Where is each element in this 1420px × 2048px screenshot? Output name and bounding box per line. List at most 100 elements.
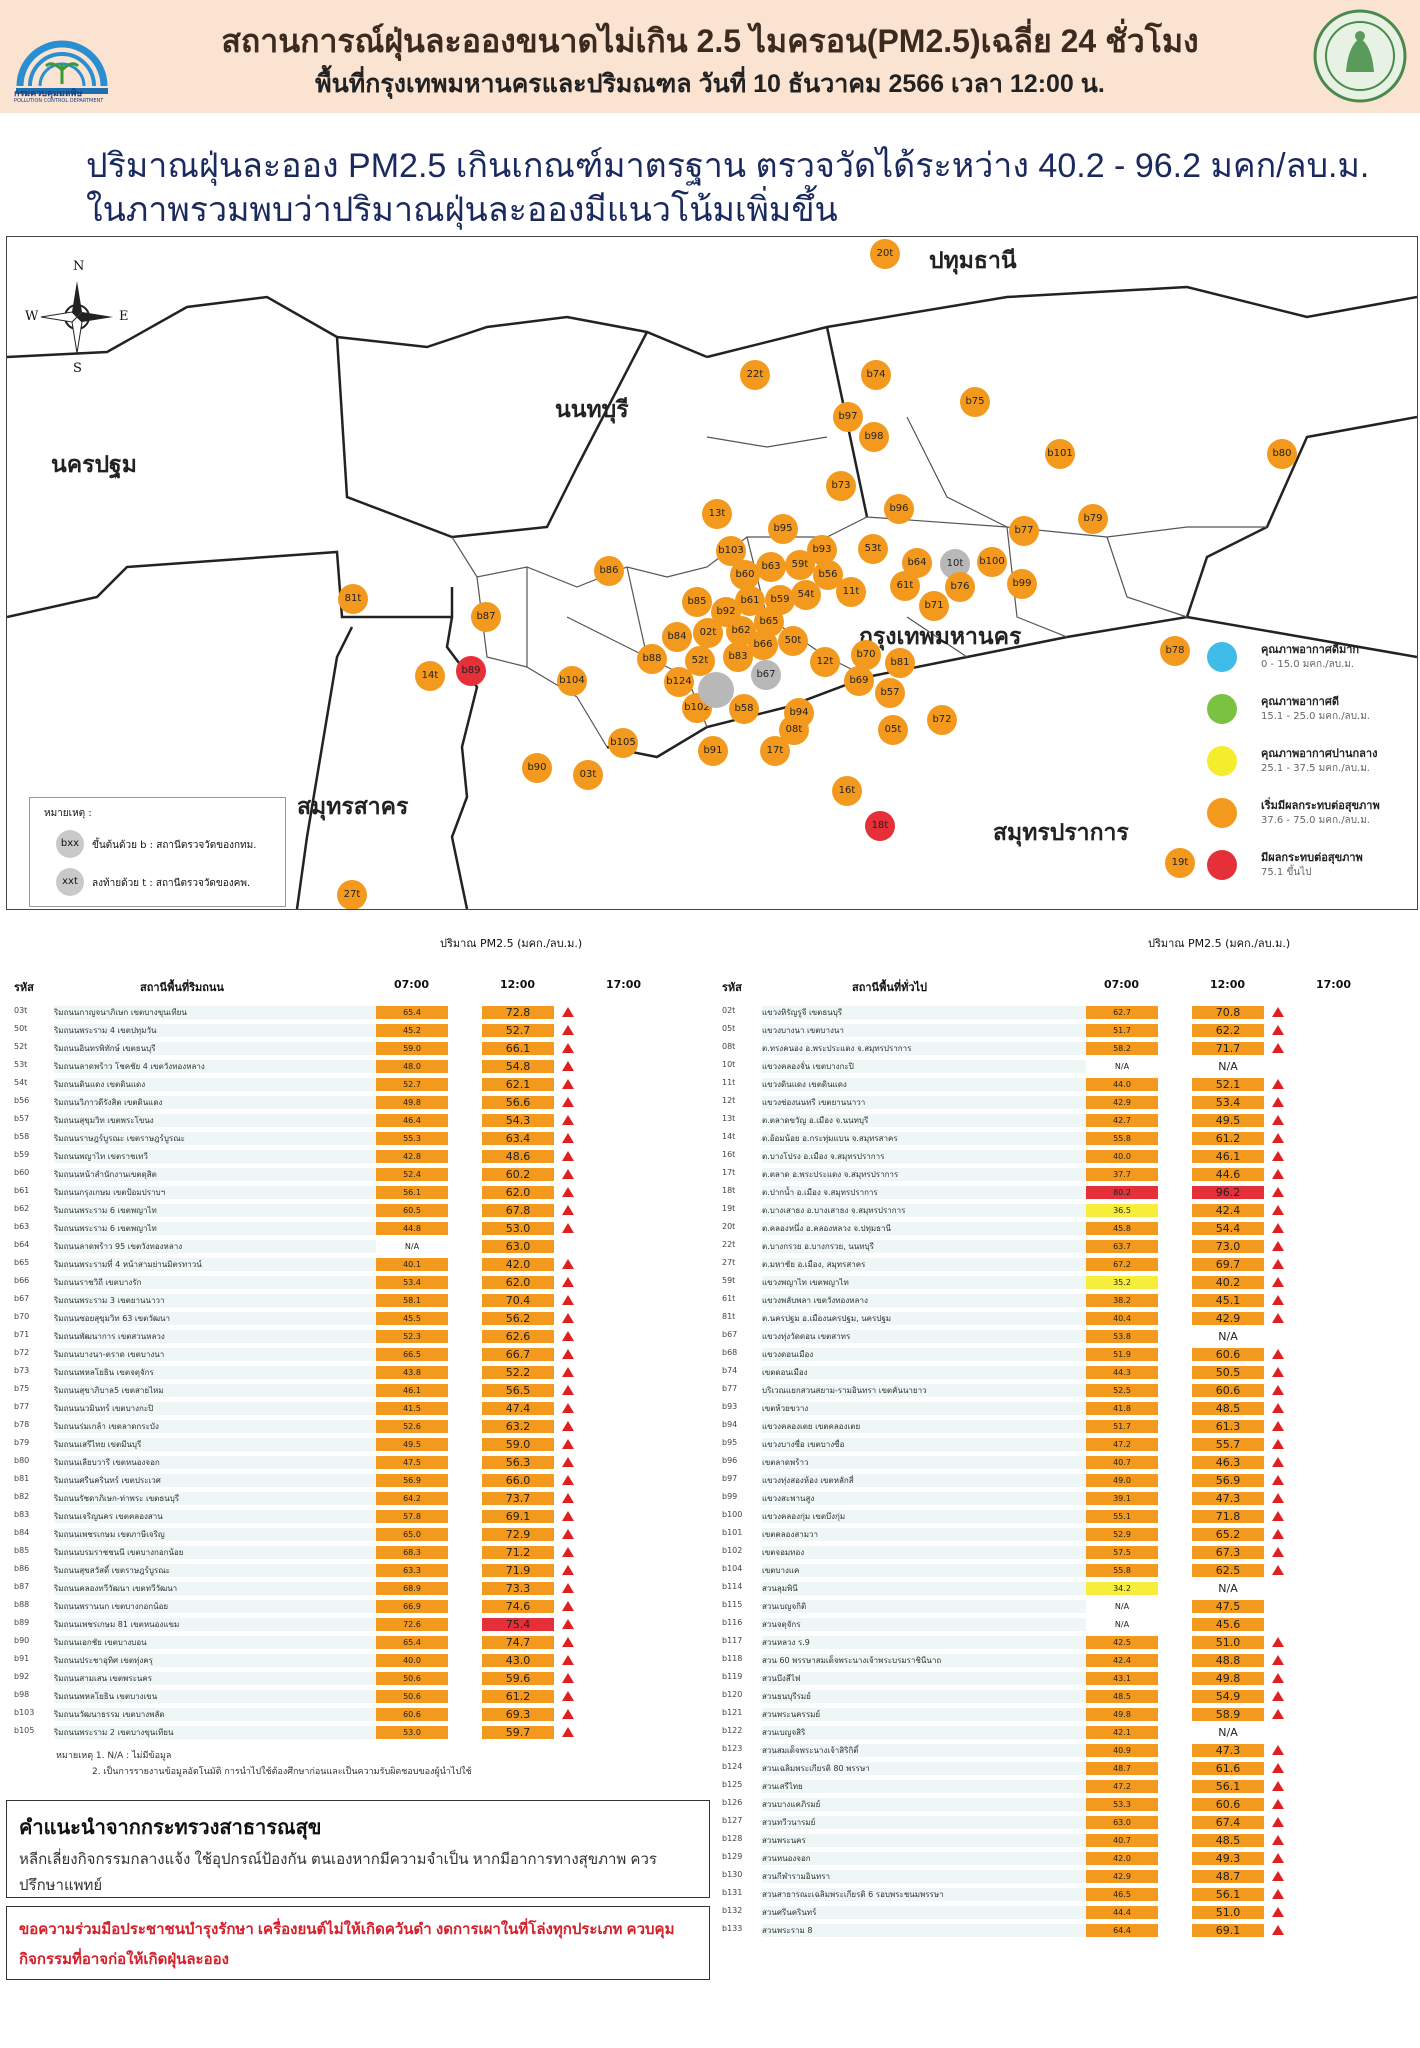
station-marker[interactable]: b98	[859, 422, 889, 452]
value-0700: 52.4	[376, 1168, 448, 1181]
table-row: b84 ริมถนนเพชรเกษม เขตภาษีเจริญ 65.0 72.9	[14, 1528, 714, 1542]
value-1200: 61.3	[1192, 1420, 1264, 1433]
table-row: b57 ริมถนนสุขุมวิท เขตพระโขนง 46.4 54.3	[14, 1114, 714, 1128]
value-0700: 41.8	[1086, 1402, 1158, 1415]
station-marker[interactable]: b79	[1078, 504, 1108, 534]
station-marker[interactable]: b69	[844, 666, 874, 696]
value-1200: 49.5	[1192, 1114, 1264, 1127]
map-boundaries	[7, 285, 1417, 909]
station-code: b77	[14, 1402, 30, 1411]
station-marker[interactable]: b74	[861, 360, 891, 390]
value-0700: 53.8	[1086, 1330, 1158, 1343]
station-code: b70	[14, 1312, 30, 1321]
table-row: b101 เขตคลองสามวา 52.9 65.2	[722, 1528, 1420, 1542]
station-marker[interactable]: b60	[730, 560, 760, 590]
station-marker[interactable]: b95	[768, 514, 798, 544]
station-marker[interactable]: 61t	[890, 571, 920, 601]
station-marker[interactable]: 03t	[573, 760, 603, 790]
station-marker[interactable]: b90	[522, 753, 552, 783]
station-marker[interactable]: b104	[557, 666, 587, 696]
value-0700: 46.1	[376, 1384, 448, 1397]
station-marker[interactable]: 13t	[702, 499, 732, 529]
station-name: สวนพระราม 8	[762, 1924, 1092, 1937]
trend-up-icon	[562, 1367, 574, 1377]
value-0700: 40.0	[376, 1654, 448, 1667]
station-code: b117	[722, 1636, 743, 1645]
station-marker[interactable]: 20t	[870, 239, 900, 269]
station-marker[interactable]: b57	[875, 678, 905, 708]
station-marker[interactable]: 81t	[338, 584, 368, 614]
station-marker[interactable]: 59t	[785, 550, 815, 580]
station-marker[interactable]: 12t	[810, 647, 840, 677]
station-code: b89	[14, 1618, 30, 1627]
station-marker[interactable]	[698, 672, 734, 708]
station-marker[interactable]: b89	[456, 656, 486, 686]
station-marker[interactable]: b63	[756, 552, 786, 582]
station-marker[interactable]: b78	[1160, 636, 1190, 666]
station-marker[interactable]: 11t	[836, 577, 866, 607]
station-marker[interactable]: b84	[662, 622, 692, 652]
station-marker[interactable]: 17t	[760, 736, 790, 766]
station-marker[interactable]: b80	[1267, 439, 1297, 469]
station-code: 05t	[722, 1024, 736, 1033]
value-0700: 42.9	[1086, 1096, 1158, 1109]
station-marker[interactable]: b88	[637, 644, 667, 674]
station-marker[interactable]: 27t	[337, 880, 367, 909]
station-marker[interactable]: b87	[471, 602, 501, 632]
value-1200: 56.6	[482, 1096, 554, 1109]
station-code: b90	[14, 1636, 30, 1645]
station-marker[interactable]: b75	[960, 387, 990, 417]
table-row: 54t ริมถนนดินแดง เขตดินแดง 52.7 62.1	[14, 1078, 714, 1092]
station-marker[interactable]: b86	[594, 556, 624, 586]
value-1200: 51.0	[1192, 1906, 1264, 1919]
station-marker[interactable]: b96	[884, 494, 914, 524]
station-name: แขวงคลองจั่น เขตบางกะปิ	[762, 1060, 1092, 1073]
station-marker[interactable]: 05t	[878, 715, 908, 745]
station-marker[interactable]: b58	[729, 694, 759, 724]
station-marker[interactable]: b101	[1045, 439, 1075, 469]
table-row: b66 ริมถนนราชวิถี เขตบางรัก 53.4 62.0	[14, 1276, 714, 1290]
station-marker[interactable]: b67	[751, 660, 781, 690]
value-1200: 74.7	[482, 1636, 554, 1649]
station-marker[interactable]: 50t	[778, 626, 808, 656]
station-marker[interactable]: 02t	[693, 618, 723, 648]
legend-range: 15.1 - 25.0 มคก./ลบ.ม.	[1261, 711, 1370, 722]
trend-up-icon	[1272, 1835, 1284, 1845]
station-marker[interactable]: b100	[977, 547, 1007, 577]
station-marker[interactable]: b72	[927, 705, 957, 735]
station-code: 02t	[722, 1006, 736, 1015]
station-marker[interactable]: b73	[826, 471, 856, 501]
station-marker[interactable]: b66	[748, 630, 778, 660]
station-marker[interactable]: 53t	[858, 534, 888, 564]
station-marker[interactable]: b81	[885, 648, 915, 678]
station-marker[interactable]: 16t	[832, 776, 862, 806]
table-row: b73 ริมถนนพหลโยธิน เขตจตุจักร 43.8 52.2	[14, 1366, 714, 1380]
station-marker[interactable]: 14t	[415, 661, 445, 691]
station-code: b87	[14, 1582, 30, 1591]
station-marker[interactable]: 22t	[740, 360, 770, 390]
value-1200: 65.2	[1192, 1528, 1264, 1541]
station-name: สวน 60 พรรษาสมเด็จพระนางเจ้าพระบรมราชินี…	[762, 1654, 1092, 1667]
value-1200: N/A	[1192, 1582, 1264, 1595]
value-1200: 71.7	[1192, 1042, 1264, 1055]
value-0700: 43.1	[1086, 1672, 1158, 1685]
station-marker[interactable]: b97	[833, 402, 863, 432]
trend-up-icon	[1272, 1799, 1284, 1809]
station-marker[interactable]: b99	[1007, 569, 1037, 599]
station-marker[interactable]: 54t	[791, 580, 821, 610]
station-marker[interactable]: b70	[851, 640, 881, 670]
station-marker[interactable]: b85	[682, 587, 712, 617]
table-row: b95 แขวงบางซื่อ เขตบางซื่อ 47.2 55.7	[722, 1438, 1420, 1452]
station-marker[interactable]: b91	[698, 736, 728, 766]
station-marker[interactable]: b77	[1009, 516, 1039, 546]
station-marker[interactable]: 19t	[1165, 848, 1195, 878]
station-marker[interactable]: b124	[664, 667, 694, 697]
station-marker[interactable]: 18t	[865, 811, 895, 841]
value-0700: N/A	[1086, 1600, 1158, 1613]
station-marker[interactable]: b105	[608, 728, 638, 758]
value-1200: 72.9	[482, 1528, 554, 1541]
station-marker[interactable]: b71	[919, 591, 949, 621]
value-1200: 42.9	[1192, 1312, 1264, 1325]
station-marker[interactable]: b83	[723, 642, 753, 672]
station-marker[interactable]: b76	[945, 572, 975, 602]
